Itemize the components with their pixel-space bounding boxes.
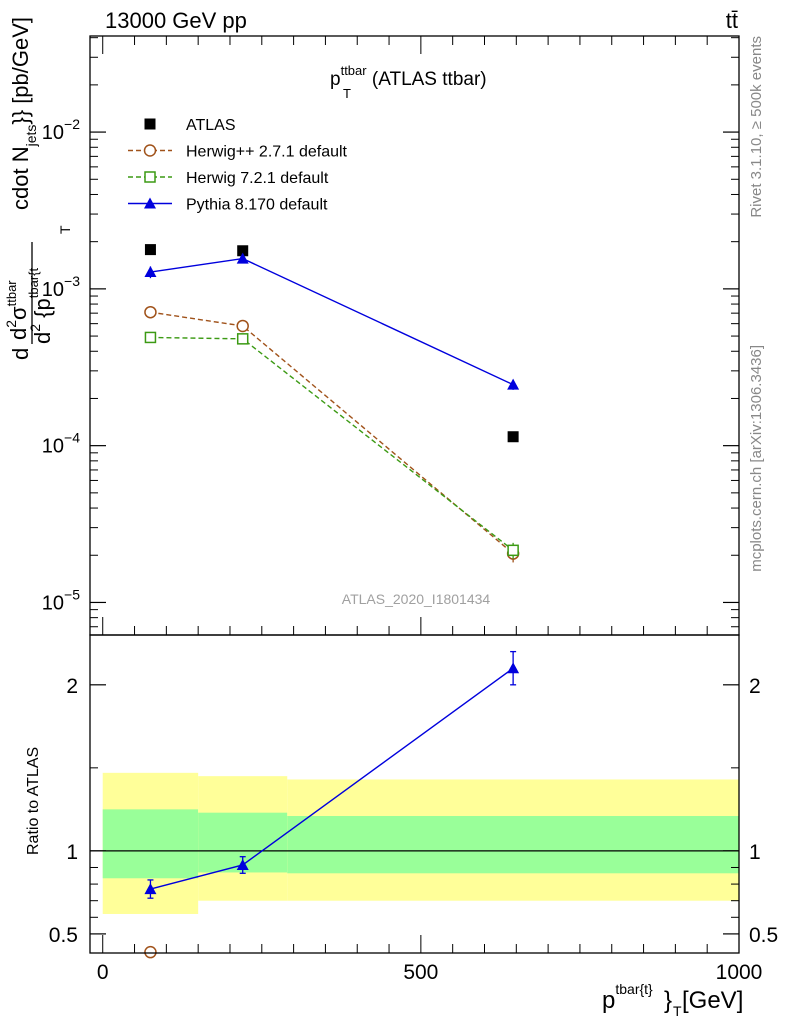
inner-band-2 <box>287 816 739 874</box>
title-sub: T <box>343 86 351 101</box>
data-series <box>144 244 520 959</box>
data-point-2-0 <box>144 331 157 344</box>
legend-marker-2 <box>144 171 156 183</box>
svg-text:cdot Njets}} [pb/GeV]: cdot Njets}} [pb/GeV] <box>8 17 39 210</box>
ratio-point-0-2 <box>507 662 520 674</box>
svg-text:[GeV]: [GeV] <box>682 987 743 1014</box>
data-point-2-2 <box>507 544 519 557</box>
legend-label-1: Herwig++ 2.7.1 default <box>186 144 348 161</box>
data-point-0-1 <box>237 245 249 257</box>
x-tick-label-2: 1000 <box>716 961 763 984</box>
y-tick-label-2: 10−3 <box>42 273 80 301</box>
svg-text:ptbar{t}: ptbar{t} <box>602 981 653 1014</box>
header-right: tt̄ <box>726 8 738 33</box>
data-point-0-0 <box>144 244 156 256</box>
data-point-3-1 <box>236 252 249 264</box>
svg-text:d2σttbar: d2σttbar <box>3 280 31 340</box>
svg-text:T: T <box>673 1003 682 1019</box>
legend-marker-0 <box>144 118 156 130</box>
legend-label-0: ATLAS <box>186 117 236 134</box>
x-axis-label: ptbar{t} } T [GeV] <box>602 981 743 1019</box>
watermark: ATLAS_2020_I1801434 <box>342 591 491 607</box>
plot-title: pttbar (ATLAS ttbar) <box>330 63 487 90</box>
data-point-3-0 <box>144 266 157 278</box>
y-tick-label-0: 10−5 <box>42 586 80 614</box>
legend-marker-1 <box>143 144 157 157</box>
data-point-1-0 <box>144 305 157 319</box>
mcplots-label: mcplots.cern.ch [arXiv:1306.3436] <box>748 345 765 572</box>
svg-text:d: d <box>8 348 33 360</box>
legend-marker-3 <box>144 197 156 209</box>
title-main: p <box>330 69 341 90</box>
ratio-tick-label-right-2: 2 <box>749 675 761 698</box>
header-left: 13000 GeV pp <box>105 8 247 33</box>
data-point-3-2 <box>507 378 520 390</box>
y-tick-label-3: 10−2 <box>42 116 80 144</box>
ratio-uncertainty-bands <box>90 772 739 914</box>
svg-text:}: } <box>664 987 672 1014</box>
ratio-tick-label-right-1: 1 <box>749 841 761 864</box>
series-line-2 <box>150 336 514 551</box>
ratio-tick-label-right-0: 0.5 <box>749 924 778 947</box>
title-sup: ttbar <box>341 63 368 78</box>
svg-text:T: T <box>57 225 73 234</box>
series-line-1 <box>150 311 514 555</box>
inner-band-0 <box>102 809 199 879</box>
y-tick-label-1: 10−4 <box>42 430 80 458</box>
legend-label-2: Herwig 7.2.1 default <box>186 170 329 187</box>
data-point-1-1 <box>236 319 249 333</box>
ratio-point-0-1 <box>236 858 249 870</box>
y-axis-label-main: d d2σttbar d2 {ptbar{t T cdot Njets}} [p… <box>3 17 73 360</box>
rivet-label: Rivet 3.1.10, ≥ 500k events <box>748 36 765 218</box>
data-point-0-2 <box>507 431 519 443</box>
svg-text:d2 {ptbar{t: d2 {ptbar{t <box>26 268 55 344</box>
legend-label-3: Pythia 8.170 default <box>186 197 328 214</box>
ratio-tick-label-left-2: 2 <box>66 675 78 698</box>
y-axis-label-ratio: Ratio to ATLAS <box>25 747 42 855</box>
title-rest: (ATLAS ttbar) <box>367 69 487 90</box>
data-point-2-1 <box>236 333 249 345</box>
ratio-plot-frame <box>89 634 740 954</box>
ratio-point-0-0 <box>144 883 157 895</box>
x-tick-label-0: 0 <box>97 961 109 984</box>
x-tick-label-1: 500 <box>403 961 438 984</box>
legend: ATLAS Herwig++ 2.7.1 default Herwig 7.2.1 … <box>128 117 348 214</box>
ratio-tick-label-left-1: 1 <box>66 841 78 864</box>
series-line-3 <box>150 257 514 386</box>
ratio-tick-label-left-0: 0.5 <box>49 924 78 947</box>
ratio-point-1-0 <box>144 945 157 959</box>
